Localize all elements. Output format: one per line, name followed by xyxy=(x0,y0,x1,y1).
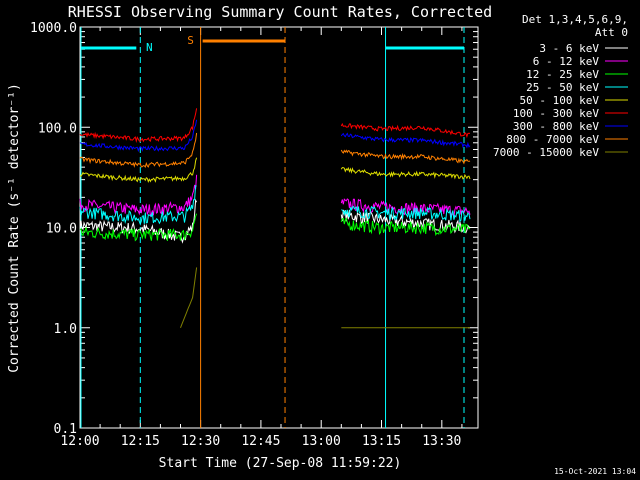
series-line-2-seg-0 xyxy=(79,213,198,242)
chart-title: RHESSI Observing Summary Count Rates, Co… xyxy=(68,3,492,21)
series-line-1-seg-0 xyxy=(79,174,198,218)
y-tick-label-3: 100.0 xyxy=(38,121,77,136)
night-label: N xyxy=(146,41,153,54)
x-tick-label-2: 12:30 xyxy=(181,434,220,449)
y-tick-label-2: 10.0 xyxy=(46,222,77,237)
axis-group: 12:00 12:15 12:30 12:45 13:00 13:15 13:30 0.1 1.… xyxy=(30,21,478,449)
series-line-1-seg-1 xyxy=(340,198,471,219)
saa-label: S xyxy=(187,34,194,47)
series-line-6-seg-0 xyxy=(79,119,198,153)
y-axis-label: Corrected Count Rate (s⁻¹ detector⁻¹) xyxy=(7,83,22,373)
series-line-4-seg-1 xyxy=(340,166,471,180)
x-tick-label-1: 12:15 xyxy=(121,434,160,449)
y-tick-label-4: 1000.0 xyxy=(30,21,77,36)
x-tick-label-4: 13:00 xyxy=(302,434,341,449)
series-group xyxy=(79,108,471,329)
series-line-5-seg-0 xyxy=(79,108,198,143)
footer-date: 15-Oct-2021 13:04 xyxy=(554,467,636,476)
legend-label-8: 7000 - 15000 keV xyxy=(493,146,599,159)
overlay-group: NS xyxy=(80,27,465,428)
series-line-5-seg-1 xyxy=(340,122,471,139)
series-line-4-seg-0 xyxy=(80,157,198,184)
legend-label-3: 25 - 50 keV xyxy=(526,81,599,94)
x-tick-label-6: 13:30 xyxy=(422,434,461,449)
x-tick-label-3: 12:45 xyxy=(241,434,280,449)
series-line-2-seg-1 xyxy=(340,217,471,237)
y-tick-label-1: 1.0 xyxy=(54,322,77,337)
series-line-3-seg-1 xyxy=(341,205,471,223)
series-line-7-seg-0 xyxy=(79,132,198,169)
legend-label-2: 12 - 25 keV xyxy=(526,68,599,81)
legend-label-5: 100 - 300 keV xyxy=(513,107,599,120)
y-tick-label-0: 0.1 xyxy=(54,422,77,437)
legend-label-6: 300 - 800 keV xyxy=(513,120,599,133)
legend-label-4: 50 - 100 keV xyxy=(520,94,600,107)
series-line-7-seg-1 xyxy=(340,149,471,165)
x-tick-label-5: 13:15 xyxy=(362,434,401,449)
series-line-0-seg-1 xyxy=(340,209,471,234)
legend-header-attenuator: Att 0 xyxy=(595,26,628,39)
legend-label-7: 800 - 7000 keV xyxy=(506,133,599,146)
legend-label-1: 6 - 12 keV xyxy=(533,55,600,68)
series-line-3-seg-0 xyxy=(79,185,197,226)
x-tick-label-0: 12:00 xyxy=(60,434,99,449)
x-axis-label: Start Time (27-Sep-08 11:59:22) xyxy=(159,456,402,471)
legend-label-0: 3 - 6 keV xyxy=(539,42,599,55)
legend-header-detectors: Det 1,3,4,5,6,9, xyxy=(522,13,628,26)
series-line-6-seg-1 xyxy=(340,132,471,149)
series-line-8-seg-1 xyxy=(180,267,198,328)
